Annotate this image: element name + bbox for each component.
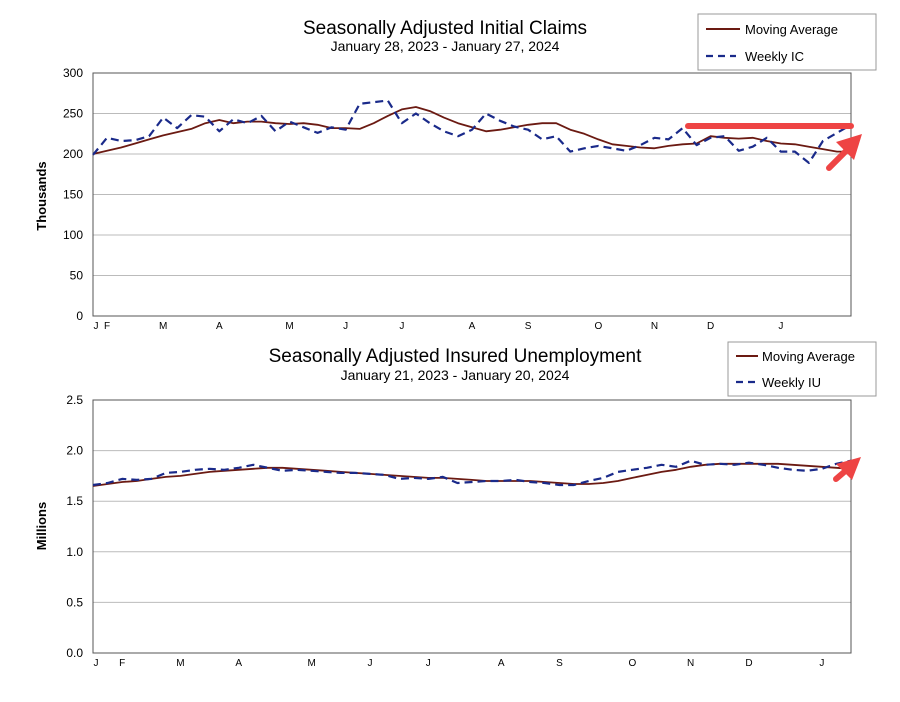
month-label: O: [628, 658, 636, 669]
y-tick-label: 50: [70, 269, 84, 283]
y-axis-label: Millions: [34, 502, 49, 550]
y-tick-label: 200: [63, 147, 83, 161]
y-tick-labels: 0 50 100 150 200 250 300: [63, 66, 83, 323]
legend-label-weekly-iu: Weekly IU: [762, 375, 821, 390]
legend-label-moving-average: Moving Average: [762, 349, 855, 364]
y-tick-label: 0.0: [66, 646, 83, 660]
month-label: F: [119, 658, 125, 669]
legend-label-moving-average: Moving Average: [745, 22, 838, 37]
plot-frame: [92, 72, 852, 317]
month-label: A: [498, 658, 505, 669]
red-arrow-annotation: [833, 457, 861, 482]
legend-box: [697, 13, 877, 71]
y-tick-label: 150: [63, 188, 83, 202]
initial-claims-chart: Seasonally Adjusted Initial Claims Janua…: [34, 13, 877, 332]
legend-label-weekly-ic: Weekly IC: [745, 49, 804, 64]
gridlines: [93, 399, 851, 654]
month-label: F: [104, 321, 110, 332]
y-tick-label: 1.0: [66, 545, 83, 559]
chart-subtitle: January 21, 2023 - January 20, 2024: [341, 367, 570, 383]
y-tick-label: 1.5: [66, 494, 83, 508]
chart-title: Seasonally Adjusted Initial Claims: [303, 18, 587, 39]
y-tick-label: 250: [63, 107, 83, 121]
month-label: M: [176, 658, 184, 669]
month-label: J: [94, 658, 99, 669]
y-tick-label: 100: [63, 228, 83, 242]
y-tick-label: 2.0: [66, 444, 83, 458]
insured-unemployment-chart: Seasonally Adjusted Insured Unemployment…: [34, 341, 877, 669]
chart-subtitle: January 28, 2023 - January 27, 2024: [331, 38, 560, 54]
chart-title: Seasonally Adjusted Insured Unemployment: [269, 346, 643, 367]
y-tick-label: 300: [63, 66, 83, 80]
y-tick-labels: 0.0 0.5 1.0 1.5 2.0 2.5: [66, 393, 83, 660]
month-label: S: [525, 321, 532, 332]
y-axis-label: Thousands: [34, 161, 49, 230]
month-label: O: [594, 321, 602, 332]
month-label: N: [651, 321, 658, 332]
month-label: N: [687, 658, 694, 669]
month-label: D: [707, 321, 714, 332]
gridlines: [93, 72, 851, 317]
month-label: A: [469, 321, 476, 332]
month-label: J: [94, 321, 99, 332]
month-label: J: [819, 658, 824, 669]
y-tick-label: 0.5: [66, 595, 83, 609]
month-label: J: [367, 658, 372, 669]
month-label: J: [343, 321, 348, 332]
month-label: D: [745, 658, 752, 669]
weekly-iu-line: [92, 459, 852, 487]
y-tick-label: 0: [76, 309, 83, 323]
month-label: A: [216, 321, 223, 332]
red-arrow-annotation: [826, 134, 862, 171]
moving-average-line: [92, 106, 851, 155]
legend: Moving Average Weekly IC: [697, 13, 877, 71]
y-tick-label: 2.5: [66, 393, 83, 407]
month-label: M: [285, 321, 293, 332]
legend-box: [727, 341, 877, 397]
month-label: M: [307, 658, 315, 669]
month-label: J: [426, 658, 431, 669]
legend: Moving Average Weekly IU: [727, 341, 877, 397]
month-label: S: [556, 658, 563, 669]
month-label: J: [399, 321, 404, 332]
plot-frame: [92, 399, 852, 654]
month-label: J: [778, 321, 783, 332]
month-label: M: [159, 321, 167, 332]
weekly-ic-line: [92, 99, 852, 164]
month-label: A: [235, 658, 242, 669]
